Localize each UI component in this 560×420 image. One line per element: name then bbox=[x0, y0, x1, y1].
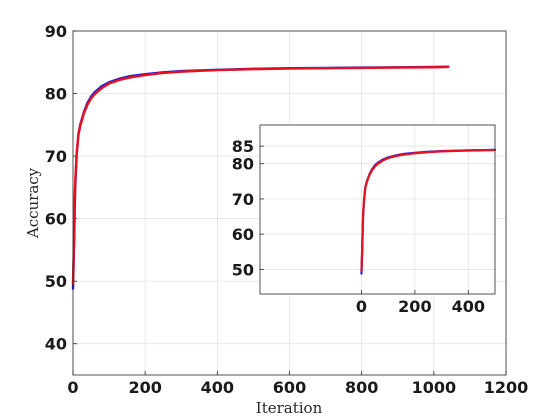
inset-x-tick-label: 200 bbox=[398, 297, 431, 316]
inset-y-tick-label: 85 bbox=[232, 137, 254, 156]
inset-y-tick-label: 60 bbox=[232, 225, 254, 244]
main-x-tick-label: 400 bbox=[201, 378, 234, 397]
main-x-tick-label: 0 bbox=[67, 378, 78, 397]
main-y-tick-label: 50 bbox=[45, 272, 67, 291]
x-axis-label: Iteration bbox=[256, 399, 323, 417]
inset-lines bbox=[360, 148, 497, 275]
main-x-tick-label: 600 bbox=[273, 378, 306, 397]
inset-background bbox=[260, 125, 495, 294]
main-x-tick-label: 800 bbox=[345, 378, 378, 397]
inset-series-line-2 bbox=[360, 148, 497, 272]
main-x-tick-labels: 0 200 400 600 800 1000 1200 bbox=[67, 378, 528, 397]
main-y-tick-label: 70 bbox=[45, 147, 67, 166]
main-series-line-2 bbox=[71, 65, 450, 285]
inset-y-tick-label: 70 bbox=[232, 190, 254, 209]
main-lines bbox=[71, 65, 450, 290]
main-x-tick-label: 1000 bbox=[412, 378, 457, 397]
inset-x-tick-label: 400 bbox=[452, 297, 485, 316]
inset-plot-frame bbox=[259, 124, 496, 295]
main-y-tick-label: 80 bbox=[45, 85, 67, 104]
inset-y-tick-label: 50 bbox=[232, 260, 254, 279]
main-y-tick-label: 60 bbox=[45, 210, 67, 229]
main-x-tick-label: 200 bbox=[128, 378, 161, 397]
y-axis-label: Accuracy bbox=[24, 167, 42, 239]
main-y-tick-label: 90 bbox=[45, 22, 67, 41]
main-y-tick-labels: 40 50 60 70 80 90 bbox=[45, 22, 67, 354]
inset-y-tick-label: 80 bbox=[232, 155, 254, 174]
main-plot-frame bbox=[72, 30, 507, 376]
main-y-tick-label: 40 bbox=[45, 335, 67, 354]
main-x-tick-label: 1200 bbox=[484, 378, 529, 397]
inset-x-tick-label: 0 bbox=[356, 297, 367, 316]
inset-x-tick-labels: 0 200 400 bbox=[356, 297, 485, 316]
